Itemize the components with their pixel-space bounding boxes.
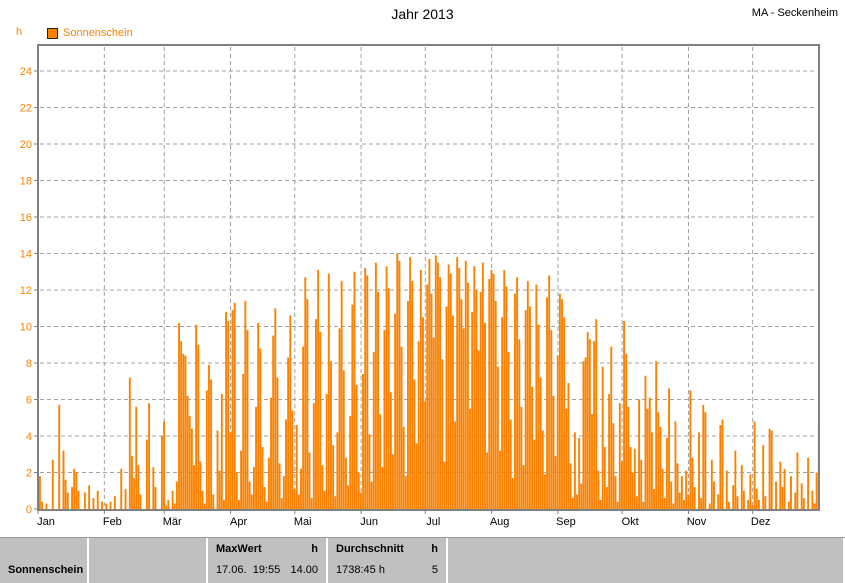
stats-cell-empty	[208, 580, 326, 583]
svg-text:16: 16	[20, 212, 32, 224]
svg-text:Jul: Jul	[426, 516, 440, 528]
svg-text:Dez: Dez	[751, 516, 771, 528]
svg-text:20: 20	[20, 139, 32, 151]
durchschnitt-header-label: Durchschnitt	[336, 542, 404, 555]
stats-table: MaxWert h Durchschnitt h Sonnenschein 17…	[0, 537, 845, 583]
legend: Sonnenschein	[47, 27, 133, 39]
maxwert-header-unit: h	[311, 542, 318, 555]
maxwert-header-label: MaxWert	[216, 542, 262, 555]
svg-text:Aug: Aug	[490, 516, 510, 528]
svg-text:Mär: Mär	[163, 516, 182, 528]
stats-row-label: Sonnenschein	[0, 559, 87, 580]
stats-header-maxwert: MaxWert h	[208, 538, 326, 559]
stats-cell-empty	[448, 559, 843, 580]
svg-text:4: 4	[26, 431, 32, 443]
page-title: Jahr 2013	[391, 6, 454, 22]
plot-area: Jan Feb Mär Apr Mai Jun Jul Aug Sep Okt Nov Dez0246…	[20, 44, 820, 528]
svg-text:Okt: Okt	[622, 516, 639, 528]
svg-text:22: 22	[20, 103, 32, 115]
svg-text:6: 6	[26, 395, 32, 407]
svg-text:8: 8	[26, 358, 32, 370]
svg-text:18: 18	[20, 176, 32, 188]
svg-text:Jun: Jun	[360, 516, 378, 528]
svg-text:2: 2	[26, 468, 32, 480]
svg-text:12: 12	[20, 285, 32, 297]
maxwert-value: 14.00	[290, 563, 318, 576]
svg-text:14: 14	[20, 249, 32, 261]
plot-frame	[37, 44, 820, 511]
stats-header-durchschnitt: Durchschnitt h	[328, 538, 446, 559]
svg-text:Mai: Mai	[294, 516, 312, 528]
durchschnitt-header-unit: h	[431, 542, 438, 555]
sunshine-bars	[39, 253, 820, 510]
stats-cell-empty	[89, 538, 206, 559]
stats-cell-empty	[89, 580, 206, 583]
svg-text:Nov: Nov	[687, 516, 707, 528]
stats-cell-empty	[0, 538, 87, 559]
svg-text:Jan: Jan	[37, 516, 55, 528]
stats-clipped-row-label: MaxWert	[0, 580, 87, 583]
y-axis-unit-label: h	[16, 26, 23, 38]
stats-value-durchschnitt: 1738:45 h 5	[328, 559, 446, 580]
stats-cell-empty	[448, 580, 843, 583]
svg-text:Feb: Feb	[103, 516, 122, 528]
svg-text:Sep: Sep	[556, 516, 576, 528]
stats-cell-empty	[448, 538, 843, 559]
stats-cell-empty	[328, 580, 446, 583]
chart: Jan Feb Mär Apr Mai Jun Jul Aug Sep Okt Nov Dez 0 2 4 6…	[20, 44, 820, 528]
station-label: MA - Seckenheim	[751, 7, 838, 19]
legend-series-label: Sonnenschein	[63, 27, 133, 39]
total-hours: 1738:45 h	[336, 563, 385, 576]
svg-text:10: 10	[20, 322, 32, 334]
legend-swatch-icon	[47, 27, 58, 39]
svg-text:0: 0	[26, 504, 32, 516]
stats-cell-empty	[89, 559, 206, 580]
maxwert-datetime: 17.06. 19:55	[216, 563, 281, 576]
stats-value-maxwert: 17.06. 19:55 14.00	[208, 559, 326, 580]
axis-labels: Jan Feb Mär Apr Mai Jun Jul Aug Sep Okt Nov Dez0246…	[20, 66, 771, 528]
average-value: 5	[431, 563, 438, 576]
svg-text:Apr: Apr	[230, 516, 247, 528]
svg-text:24: 24	[20, 66, 32, 78]
